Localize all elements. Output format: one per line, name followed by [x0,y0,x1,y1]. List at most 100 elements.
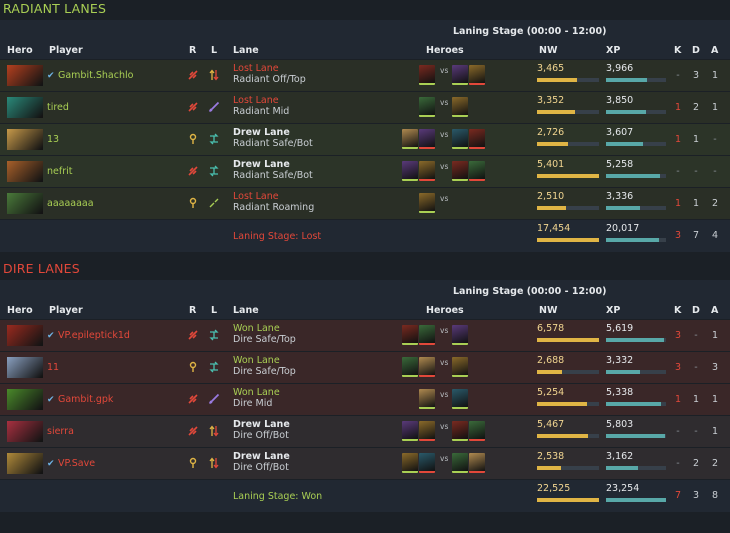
player-name-link[interactable]: 13 [47,134,60,145]
lane-name: Radiant Safe/Bot [233,170,313,181]
dire-player-row[interactable]: ✔ Gambit.gpk Won Lane Dire Mid vs 5,254 5… [0,383,730,415]
lane-hero-portrait[interactable] [469,129,485,149]
lane-hero-portrait[interactable] [402,161,418,181]
allied-lane-heroes [419,65,436,85]
player-name-link[interactable]: 11 [47,362,60,373]
player-name-link[interactable]: nefrit [47,166,73,177]
lane-result: Drew Lane [233,451,290,462]
experience: 3,966 [606,63,666,82]
lane-icon-header: L [211,305,218,316]
assists: - [713,134,717,145]
deaths: 1 [692,394,700,405]
experience: 5,258 [606,159,666,178]
lane-hero-portrait[interactable] [419,325,435,345]
vs-label: vs [440,162,449,171]
carry-icon [187,101,199,113]
vs-label: vs [440,66,449,75]
lane-hero-portrait[interactable] [402,357,418,377]
hero-portrait[interactable] [7,65,43,86]
lane-hero-portrait[interactable] [419,357,435,377]
hero-portrait[interactable] [7,325,43,346]
radiant-player-row[interactable]: nefrit Drew Lane Radiant Safe/Bot vs 5,4… [0,155,730,187]
hero-header: Hero [7,45,33,56]
lane-hero-portrait[interactable] [419,97,435,117]
hero-portrait[interactable] [7,453,43,474]
radiant-player-row[interactable]: aaaaaaaa Lost Lane Radiant Roaming vs 2,… [0,187,730,219]
net-worth: 6,578 [537,323,599,342]
lane-hero-portrait[interactable] [469,421,485,441]
player-name-link[interactable]: ✔ Gambit.Shachlo [47,70,134,81]
lane-hero-portrait[interactable] [419,421,435,441]
lane-hero-portrait[interactable] [452,357,468,377]
carry-icon [187,69,199,81]
support-icon [187,361,199,373]
deaths: 2 [692,102,700,113]
support-icon [187,197,199,209]
hero-portrait[interactable] [7,129,43,150]
player-name-link[interactable]: ✔ VP.epileptick1d [47,330,130,341]
lane-result: Lost Lane [233,191,279,202]
player-name-link[interactable]: sierra [47,426,74,437]
lane-hero-portrait[interactable] [452,453,468,473]
dire-player-row[interactable]: ✔ VP.epileptick1d Won Lane Dire Safe/Top … [0,319,730,351]
player-name-link[interactable]: tired [47,102,69,113]
lane-hero-portrait[interactable] [469,161,485,181]
lane-hero-portrait[interactable] [452,325,468,345]
lane-hero-portrait[interactable] [402,325,418,345]
lane-hero-portrait[interactable] [402,421,418,441]
radiant-player-row[interactable]: tired Lost Lane Radiant Mid vs 3,352 3,8… [0,91,730,123]
vs-label: vs [440,326,449,335]
net-worth: 5,254 [537,387,599,406]
lane-hero-portrait[interactable] [419,453,435,473]
hero-portrait[interactable] [7,421,43,442]
lane-hero-portrait[interactable] [452,389,468,409]
hero-portrait[interactable] [7,389,43,410]
lane-hero-portrait[interactable] [419,65,435,85]
mid-sword-icon [208,393,220,405]
hero-portrait[interactable] [7,161,43,182]
radiant-summary-label: Laning Stage: Lost [233,231,322,242]
lane-hero-portrait[interactable] [452,129,468,149]
lane-name: Radiant Roaming [233,202,315,213]
dire-player-row[interactable]: 11 Won Lane Dire Safe/Top vs 2,688 3,332… [0,351,730,383]
player-name-link[interactable]: aaaaaaaa [47,198,94,209]
experience: 3,850 [606,95,666,114]
hero-portrait[interactable] [7,193,43,214]
lane-name: Radiant Off/Top [233,74,306,85]
lane-info: Lost Lane Radiant Mid [233,95,289,117]
lane-info: Won Lane Dire Safe/Top [233,323,296,345]
vs-label: vs [440,422,449,431]
lane-hero-portrait[interactable] [402,129,418,149]
lane-hero-portrait[interactable] [419,129,435,149]
allied-lane-heroes [419,389,436,409]
player-name-link[interactable]: ✔ VP.Save [47,458,96,469]
enemy-lane-heroes [452,161,486,181]
lane-hero-portrait[interactable] [452,97,468,117]
dire-player-row[interactable]: sierra Drew Lane Dire Off/Bot vs 5,467 5… [0,415,730,447]
assists: 1 [711,330,719,341]
deaths: 2 [692,458,700,469]
net-worth: 5,467 [537,419,599,438]
lane-hero-portrait[interactable] [419,193,435,213]
player-name-link[interactable]: ✔ Gambit.gpk [47,394,114,405]
radiant-player-row[interactable]: ✔ Gambit.Shachlo Lost Lane Radiant Off/To… [0,59,730,91]
allied-lane-heroes [402,421,436,441]
radiant-player-row[interactable]: 13 Drew Lane Radiant Safe/Bot vs 2,726 3… [0,123,730,155]
lane-result: Drew Lane [233,419,290,430]
lane-hero-portrait[interactable] [419,389,435,409]
lane-hero-portrait[interactable] [452,161,468,181]
kills: - [676,458,680,469]
lane-hero-portrait[interactable] [469,453,485,473]
lane-hero-portrait[interactable] [469,65,485,85]
lane-hero-portrait[interactable] [419,161,435,181]
enemy-lane-heroes [452,65,486,85]
lane-info: Drew Lane Dire Off/Bot [233,451,290,473]
lane-hero-portrait[interactable] [402,453,418,473]
role-header: R [189,305,197,316]
dire-player-row[interactable]: ✔ VP.Save Drew Lane Dire Off/Bot vs 2,538… [0,447,730,479]
hero-portrait[interactable] [7,357,43,378]
lane-hero-portrait[interactable] [452,65,468,85]
lane-hero-portrait[interactable] [452,421,468,441]
hero-portrait[interactable] [7,97,43,118]
vs-label: vs [440,454,449,463]
